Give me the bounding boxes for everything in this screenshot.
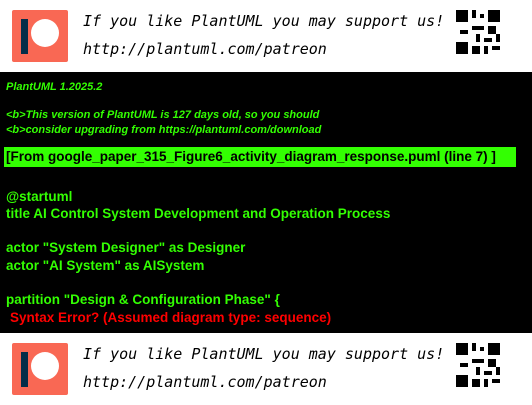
code-line: actor "AI System" as AISystem bbox=[6, 258, 205, 273]
support-message: If you like PlantUML you may support us! bbox=[83, 12, 445, 30]
plantuml-error-console: PlantUML 1.2025.2 <b>This version of Pla… bbox=[0, 72, 532, 333]
qr-code-icon bbox=[456, 343, 500, 387]
syntax-error-message: Syntax Error? (Assumed diagram type: seq… bbox=[10, 310, 332, 325]
version-text: PlantUML 1.2025.2 bbox=[6, 81, 103, 93]
code-line: actor "System Designer" as Designer bbox=[6, 240, 246, 255]
patreon-link[interactable]: http://plantuml.com/patreon bbox=[83, 40, 327, 58]
source-reference-highlight: [From google_paper_315_Figure6_activity_… bbox=[4, 147, 516, 167]
patreon-logo-icon[interactable] bbox=[12, 343, 68, 395]
support-message: If you like PlantUML you may support us! bbox=[83, 345, 445, 363]
patreon-link[interactable]: http://plantuml.com/patreon bbox=[83, 373, 327, 391]
code-line: partition "Design & Configuration Phase"… bbox=[6, 292, 280, 307]
source-reference: [From google_paper_315_Figure6_activity_… bbox=[6, 149, 496, 164]
patreon-logo-icon[interactable] bbox=[12, 10, 68, 62]
support-banner-top: If you like PlantUML you may support us!… bbox=[0, 0, 532, 72]
warning-line-2: <b>consider upgrading from https://plant… bbox=[6, 124, 322, 136]
support-banner-bottom: If you like PlantUML you may support us!… bbox=[0, 333, 532, 405]
code-line: @startuml bbox=[6, 189, 73, 204]
warning-line-1: <b>This version of PlantUML is 127 days … bbox=[6, 109, 320, 121]
qr-code-icon bbox=[456, 10, 500, 54]
code-line: title AI Control System Development and … bbox=[6, 206, 391, 221]
